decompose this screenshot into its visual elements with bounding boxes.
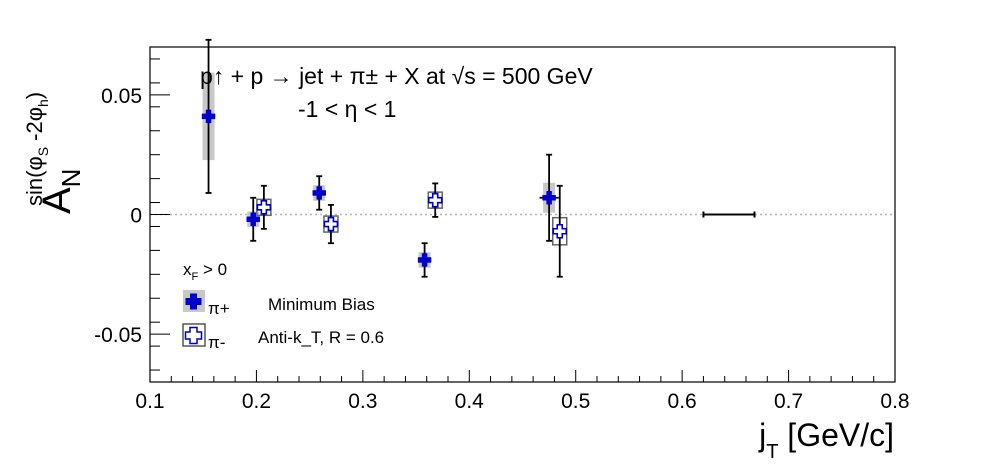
y-tick-label: -0.05 [94, 324, 142, 347]
legend-entry-2-symbol: π- [208, 333, 225, 352]
y-tick-label: 0 [130, 205, 142, 228]
marker-π- [323, 216, 339, 232]
x-tick-label: 0.4 [455, 390, 485, 413]
annotation-line1: p↑ + p → jet + π± + X at √s = 500 GeV [200, 63, 593, 89]
x-tick-label: 0.6 [668, 390, 697, 413]
legend-marker-filled-cross [185, 293, 202, 310]
legend: xF > 0 π+ Minimum Bias π- Anti-k_T, R = … [182, 260, 384, 352]
legend-entry-2-label: Anti-k_T, R = 0.6 [258, 328, 384, 347]
tick-labels: 0.1 0.2 0.3 0.4 0.5 0.6 0.7 0.8 -0.05 0 0.05 [94, 85, 909, 413]
marker-π+ [246, 212, 260, 227]
x-tick-label: 0.2 [242, 390, 271, 413]
x-tick-label: 0.5 [561, 390, 590, 413]
marker-π+ [417, 253, 432, 267]
marker-π- [427, 192, 443, 208]
axis-ticks [149, 58, 896, 382]
data-markers [201, 109, 568, 267]
legend-entry-1-label: Minimum Bias [268, 295, 375, 314]
annotation-line2: -1 < η < 1 [298, 96, 396, 122]
y-axis-title: AN sin(φS -2φh) [22, 92, 86, 214]
legend-entry-1-symbol: π+ [208, 299, 230, 318]
x-tick-label: 0.3 [348, 390, 377, 413]
marker-π- [256, 200, 272, 215]
y-tick-label: 0.05 [101, 85, 142, 108]
marker-π+ [312, 186, 326, 200]
legend-marker-open-cross [184, 326, 203, 345]
marker-π- [552, 223, 568, 239]
x-tick-label: 0.7 [774, 390, 803, 413]
x-tick-label: 0.8 [880, 390, 909, 413]
x-tick-label: 0.1 [135, 390, 164, 413]
marker-π+ [201, 109, 216, 124]
marker-π+ [542, 191, 556, 205]
